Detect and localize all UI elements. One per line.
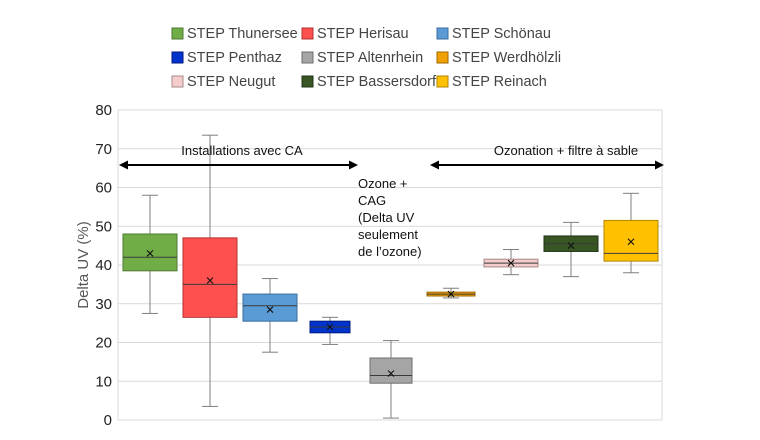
arrow-head-right	[349, 160, 358, 170]
box-step-bassersdorf	[543, 221, 599, 278]
mean-marker	[507, 259, 515, 267]
mean-marker	[146, 249, 154, 257]
arrow-head-left	[119, 160, 128, 170]
legend-swatch	[301, 27, 314, 40]
legend-swatch	[436, 75, 449, 88]
y-tick-label: 80	[95, 102, 112, 119]
middle-note-line: (Delta UV	[358, 210, 415, 225]
legend-label: STEP Reinach	[452, 74, 547, 90]
y-tick-label: 10	[95, 373, 112, 390]
right-double-arrow	[430, 160, 664, 170]
legend-label: STEP Herisau	[317, 26, 409, 42]
iqr-box	[369, 357, 413, 384]
middle-note-line: CAG	[358, 193, 386, 208]
middle-note-line: seulement	[358, 227, 418, 242]
middle-note-line: Ozone +	[358, 176, 408, 191]
left-arrow-label: Installations avec CA	[181, 143, 303, 158]
y-tick-label: 50	[95, 218, 112, 235]
legend-label: STEP Bassersdorf	[317, 74, 437, 90]
y-tick-label: 30	[95, 296, 112, 313]
y-tick-label: 60	[95, 180, 112, 197]
legend-swatch	[171, 51, 184, 64]
y-tick-label: 40	[95, 257, 112, 274]
boxes	[122, 134, 659, 419]
box-step-altenrhein	[369, 340, 413, 419]
legend-label: STEP Neugut	[187, 74, 275, 90]
legend-swatch	[171, 27, 184, 40]
y-axis-ticks: 0 10 20 30 40 50 60 70 80	[95, 102, 112, 429]
annotations: Installations avec CA Ozonation + filtre …	[119, 143, 664, 259]
arrow-head-left	[430, 160, 439, 170]
legend-swatch	[436, 51, 449, 64]
legend-swatch	[171, 75, 184, 88]
legend-swatch	[436, 27, 449, 40]
box-step-werdhölzli	[426, 287, 476, 299]
legend-label: STEP Schönau	[452, 26, 551, 42]
legend: STEP Thunersee STEP Herisau STEP Schönau ST…	[171, 26, 561, 90]
iqr-box	[122, 233, 178, 272]
mean-marker	[266, 306, 274, 313]
y-tick-label: 0	[104, 412, 112, 429]
box-step-thunersee	[122, 194, 178, 314]
y-tick-label: 70	[95, 141, 112, 158]
y-tick-label: 20	[95, 335, 112, 352]
iqr-box	[603, 219, 659, 262]
middle-note-line: de l’ozone)	[358, 244, 422, 259]
legend-label: STEP Thunersee	[187, 26, 298, 42]
legend-swatch	[301, 51, 314, 64]
legend-label: STEP Penthaz	[187, 50, 282, 66]
y-axis-label: Delta UV (%)	[75, 221, 92, 309]
iqr-box	[242, 293, 298, 322]
box-step-reinach	[603, 192, 659, 274]
legend-label: STEP Altenrhein	[317, 50, 423, 66]
mean-marker	[567, 242, 575, 250]
iqr-box	[182, 237, 238, 318]
mean-marker	[206, 277, 214, 284]
arrow-head-right	[655, 160, 664, 170]
mean-marker	[387, 370, 395, 377]
left-double-arrow	[119, 160, 358, 170]
box-step-schönau	[242, 278, 298, 353]
box-step-herisau	[182, 134, 238, 407]
mean-marker	[326, 323, 334, 331]
right-arrow-label: Ozonation + filtre à sable	[494, 143, 638, 158]
legend-label: STEP Werdhölzli	[452, 50, 561, 66]
mean-marker	[447, 290, 455, 298]
mean-marker	[627, 238, 635, 246]
legend-swatch	[301, 75, 314, 88]
box-step-neugut	[483, 249, 539, 276]
box-step-penthaz	[309, 316, 351, 345]
